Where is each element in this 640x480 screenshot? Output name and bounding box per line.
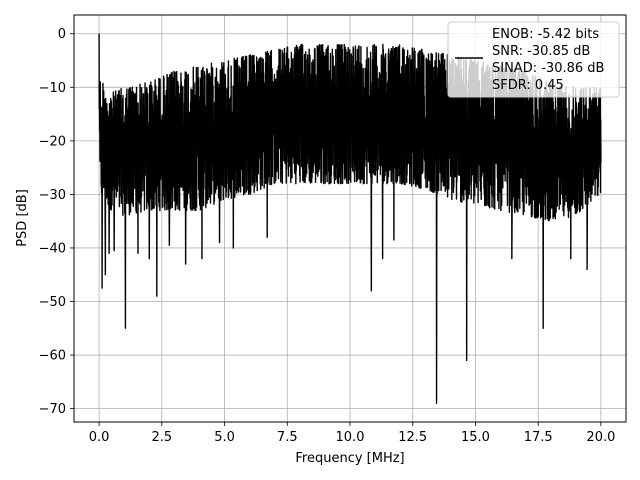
x-tick-label: 5.0 (214, 430, 235, 445)
legend: ENOB: -5.42 bits SNR: -30.85 dB SINAD: -… (447, 21, 620, 98)
y-tick-label: −30 (39, 188, 66, 203)
x-tick-label: 7.5 (277, 430, 298, 445)
x-tick-label: 2.5 (151, 430, 172, 445)
legend-entry-sinad: SINAD: -30.86 dB (492, 61, 604, 76)
y-tick-label: −20 (39, 134, 66, 149)
legend-entry-snr: SNR: -30.85 dB (492, 44, 590, 59)
y-tick-label: −60 (39, 349, 66, 364)
legend-entry-sfdr: SFDR: 0.45 (492, 78, 564, 93)
x-tick-label: 15.0 (461, 430, 490, 445)
x-tick-label: 0.0 (89, 430, 110, 445)
y-tick-label: −50 (39, 295, 66, 310)
tick-layer: 0.0 2.5 5.0 7.5 10.0 12.5 15.0 17.5 20.0 0 −10 −20 −… (39, 27, 616, 445)
y-tick-label: −40 (39, 241, 66, 256)
y-axis-label: PSD [dB] (15, 189, 30, 247)
x-tick-label: 10.0 (336, 430, 365, 445)
y-tick-label: −70 (39, 402, 66, 417)
x-axis-label: Frequency [MHz] (295, 451, 404, 466)
x-tick-label: 20.0 (586, 430, 615, 445)
y-tick-label: −10 (39, 81, 66, 96)
legend-box (447, 21, 620, 98)
x-tick-label: 12.5 (398, 430, 427, 445)
legend-entry-enob: ENOB: -5.42 bits (492, 27, 599, 42)
x-tick-label: 17.5 (524, 430, 553, 445)
y-tick-label: 0 (58, 27, 66, 42)
